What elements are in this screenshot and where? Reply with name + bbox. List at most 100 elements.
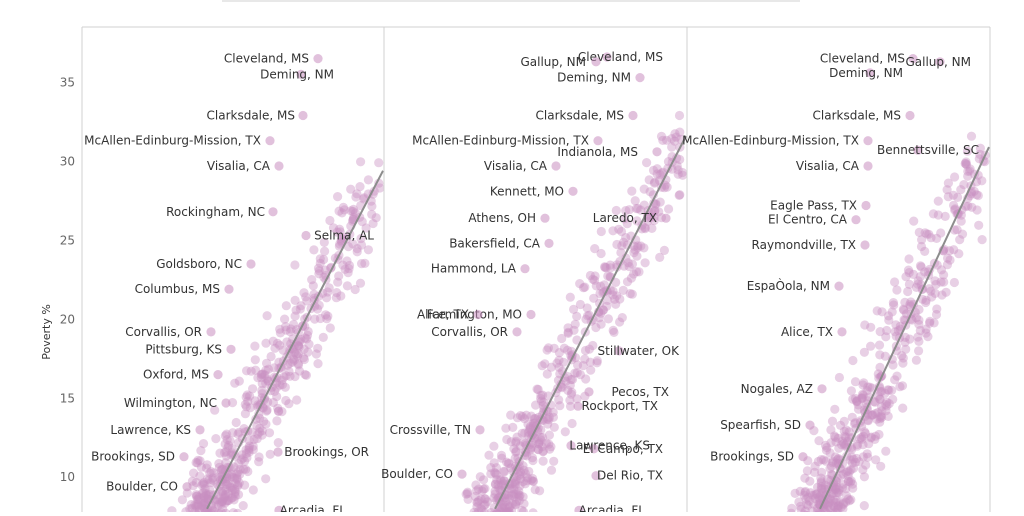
data-point [272,383,282,393]
data-point [371,213,381,223]
data-point [255,427,265,437]
data-point [819,455,829,465]
point-label: Arcadia, FL [280,503,347,512]
data-point [538,456,548,466]
data-point [285,327,295,337]
data-point [309,245,319,255]
point-label: Laredo, TX [593,211,657,225]
data-point [841,497,851,507]
data-point [906,297,916,307]
data-point [866,341,876,351]
data-point [845,455,855,465]
data-point [865,382,875,392]
data-point [913,279,923,289]
data-point [265,449,275,459]
data-point [268,336,278,346]
data-point [291,349,301,359]
data-point [563,323,573,333]
data-point [648,165,659,175]
data-point [289,355,299,365]
data-point [519,465,529,475]
data-point [548,407,558,417]
data-point [501,496,511,507]
point-label: Hammond, LA [431,262,517,276]
data-point [953,192,963,202]
data-point [241,464,251,474]
data-point [342,281,352,291]
data-point [957,229,968,239]
data-point [511,436,521,446]
data-point [210,405,220,415]
data-point [820,440,831,450]
data-point [557,333,567,344]
data-point [192,491,202,501]
data-point [866,432,876,442]
data-point [930,288,940,298]
labeled-point [246,259,256,269]
data-point [866,322,876,332]
data-point [855,434,865,444]
point-label: Wilmington, NC [124,396,217,410]
data-point [320,265,330,275]
data-point [633,243,643,253]
data-point [482,497,492,507]
data-point [572,394,582,404]
data-point [221,451,231,461]
data-point [257,379,267,389]
data-point [229,462,239,472]
data-point [901,309,912,319]
data-point [813,503,823,513]
labeled-point [475,425,485,435]
data-point [588,340,598,351]
data-point [624,205,634,215]
data-point [515,490,525,501]
data-point [840,440,850,450]
data-point [375,183,385,193]
data-point [569,325,579,335]
data-point [808,499,819,509]
data-point [897,351,907,361]
data-point [220,492,230,503]
data-point [509,484,519,494]
data-point [511,446,521,456]
data-point [838,504,848,514]
data-point [474,496,484,506]
data-point [952,225,962,235]
data-point [216,472,227,482]
data-point [242,366,252,376]
data-point [837,483,848,493]
data-point [647,223,657,233]
data-point [522,451,532,461]
labeled-point [195,425,205,435]
data-point [913,332,923,342]
point-label: Pittsburg, KS [145,342,222,356]
data-point [532,384,542,394]
point-label: Indianola, MS [557,145,638,159]
labeled-point [221,398,231,408]
data-point [281,325,291,335]
data-point [853,400,863,410]
data-point [301,370,311,380]
data-point [494,483,504,493]
data-point [873,369,883,379]
data-point [490,468,501,478]
data-point [240,399,250,410]
data-point [277,375,287,385]
data-point [612,239,622,250]
data-point [810,493,820,504]
data-point [585,357,595,367]
data-point [850,393,861,404]
data-point [524,466,534,477]
data-point [254,452,264,462]
data-point [876,461,886,471]
data-point [192,458,202,468]
data-point [575,370,586,380]
data-point [881,406,891,416]
data-point [292,351,303,361]
data-point [627,259,638,269]
data-point [519,437,529,447]
data-point [262,311,272,321]
data-point [843,471,853,481]
data-point [825,493,835,503]
